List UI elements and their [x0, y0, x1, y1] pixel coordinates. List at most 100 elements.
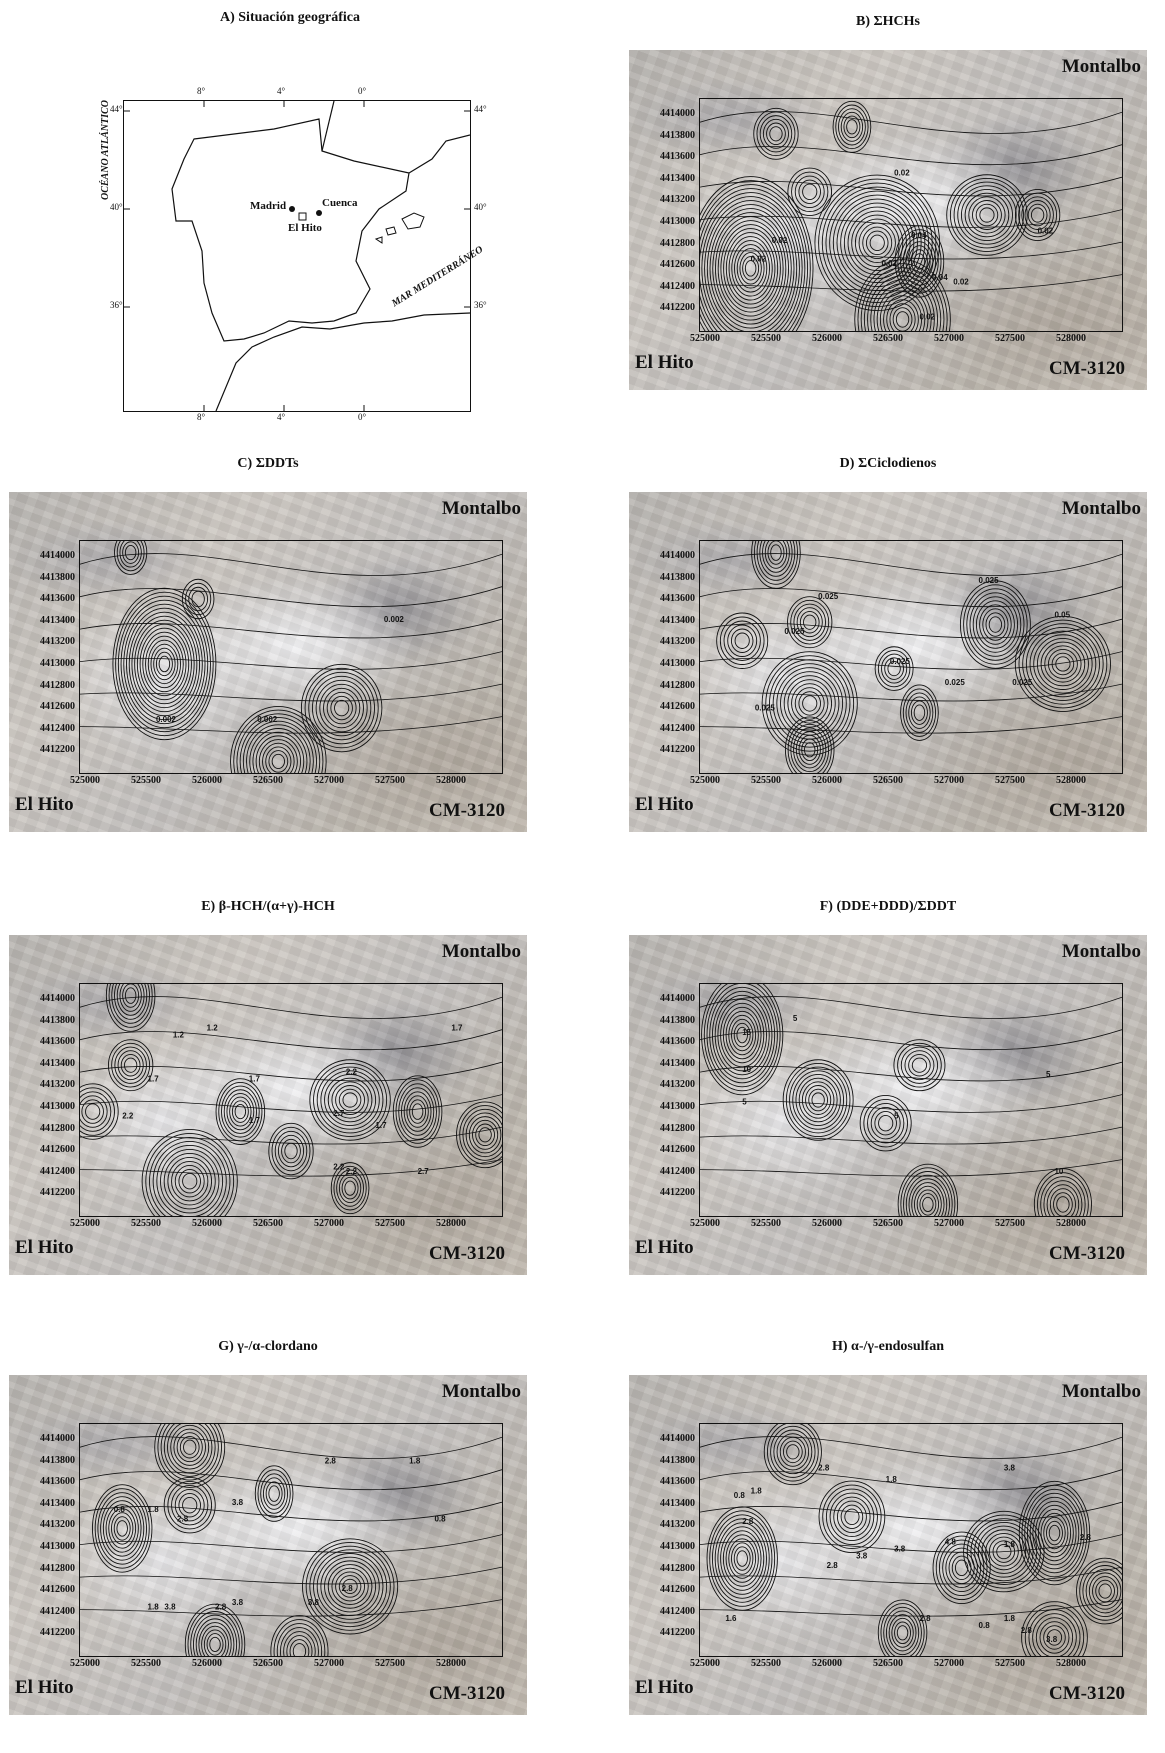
contour-ring — [847, 210, 907, 276]
contour-ring — [313, 1062, 388, 1138]
place-label-montalbo: Montalbo — [441, 1381, 521, 1402]
contour-label: 0.02 — [919, 312, 935, 321]
x-tick-label: 525500 — [751, 333, 781, 344]
contour-ring — [128, 611, 201, 717]
contour-ring — [825, 1488, 878, 1546]
contour-ring — [704, 200, 798, 331]
contour-ring — [284, 1142, 298, 1160]
contour-ring — [338, 1088, 362, 1112]
y-tick-label: 4412200 — [660, 302, 695, 314]
y-tick-label: 4414000 — [660, 108, 695, 119]
contour-ring — [877, 1599, 928, 1656]
contour-ring — [108, 984, 153, 1028]
contour-ring — [706, 204, 795, 331]
contour-ring — [338, 1173, 362, 1204]
contour-ring — [802, 695, 818, 712]
x-tick-label: 525000 — [690, 333, 720, 344]
x-tick-label: 528000 — [1056, 1658, 1086, 1669]
aerial-photo-background — [9, 492, 527, 832]
x-tick-label: 526000 — [192, 775, 222, 786]
contour-ring — [728, 1538, 757, 1579]
contour-ring — [1021, 1601, 1088, 1656]
y-tick-label: 4413200 — [660, 194, 695, 206]
contour-line — [700, 274, 1122, 292]
contour-ring — [182, 1496, 198, 1514]
contour-ring — [787, 167, 833, 217]
contour-ring — [1029, 630, 1097, 698]
place-label-montalbo: Montalbo — [1061, 56, 1141, 77]
contour-ring — [911, 1182, 945, 1216]
contour-ring — [327, 1077, 373, 1123]
contour-ring — [123, 603, 206, 725]
contour-label: 1.2 — [207, 1023, 219, 1032]
y-tick-label: 4414000 — [660, 1433, 695, 1444]
aerial-photo-background — [9, 935, 527, 1275]
location-map-frame — [123, 100, 471, 412]
contour-ring — [972, 200, 1002, 230]
x-tick-label: 526000 — [192, 1218, 222, 1229]
contour-ring — [795, 1074, 841, 1126]
contour-ring — [814, 174, 941, 312]
contour-ring — [717, 998, 767, 1072]
contour-ring — [1095, 1579, 1115, 1603]
contour-ring — [908, 1178, 948, 1216]
contour-label: 0.002 — [156, 715, 177, 724]
contour-line — [700, 553, 1122, 576]
contour-line — [80, 1599, 502, 1617]
contour-ring — [158, 655, 171, 673]
y-tick-label: 4412400 — [40, 722, 75, 734]
contour-ring — [221, 1085, 260, 1138]
x-tick-label: 528000 — [436, 1218, 466, 1229]
contour-ring — [988, 616, 1003, 633]
contour-ring — [714, 994, 770, 1076]
contour-ring — [260, 1473, 289, 1514]
contour-ring — [972, 596, 1019, 653]
panel-d-title: D) ΣCiclodienos — [839, 456, 937, 471]
contour-line — [80, 618, 502, 639]
contour-ring — [335, 1085, 366, 1115]
contour-ring — [105, 984, 156, 1032]
contour-ring — [1030, 207, 1045, 223]
contour-ring — [736, 248, 765, 289]
contour-ring — [720, 1526, 765, 1591]
x-tick-label: 527000 — [314, 1218, 344, 1229]
contour-label: 2.2 — [333, 1163, 345, 1172]
contour-ring — [905, 692, 934, 733]
contour-ring — [985, 612, 1006, 637]
x-tick-label: 526000 — [812, 333, 842, 344]
contour-label: 1.8 — [409, 1456, 421, 1465]
y-tick-label: 4414000 — [40, 993, 75, 1004]
contour-ring — [960, 189, 1013, 241]
contour-ring — [802, 183, 818, 201]
contour-ring — [893, 1039, 946, 1092]
contour-ring — [701, 984, 784, 1096]
contour-line — [700, 1126, 1122, 1145]
contour-ring — [283, 1631, 316, 1656]
contour-ring — [292, 1643, 307, 1656]
contour-ring — [198, 1622, 232, 1656]
x-tick-label: 527000 — [314, 1658, 344, 1669]
contour-ring — [787, 679, 833, 728]
contour-ring — [311, 675, 372, 741]
contour-ring — [313, 1549, 388, 1624]
contour-ring — [889, 303, 916, 331]
contour-line — [80, 1469, 502, 1491]
contour-ring — [163, 1476, 216, 1534]
y-tick-label: 4413400 — [40, 1057, 75, 1069]
contour-line — [700, 241, 1122, 260]
contour-plot-area: 15 10 5 5 5 5 10 — [699, 983, 1123, 1217]
contour-ring — [709, 208, 792, 329]
contour-label: 0.04 — [932, 273, 948, 282]
x-tick-label: 527000 — [934, 1218, 964, 1229]
contour-ring — [884, 657, 904, 680]
contour-ring — [122, 984, 140, 1008]
x-tick-label: 526500 — [873, 775, 903, 786]
contour-label: 0.025 — [818, 592, 839, 601]
contour-ring — [114, 541, 148, 575]
contour-ring — [92, 1484, 153, 1573]
place-label-montalbo: Montalbo — [1061, 498, 1141, 519]
panel-c-title: C) ΣDDTs — [237, 456, 299, 471]
contour-ring — [945, 1547, 978, 1589]
contour-label: 0.8 — [434, 1514, 446, 1523]
contour-ring — [870, 1106, 901, 1140]
